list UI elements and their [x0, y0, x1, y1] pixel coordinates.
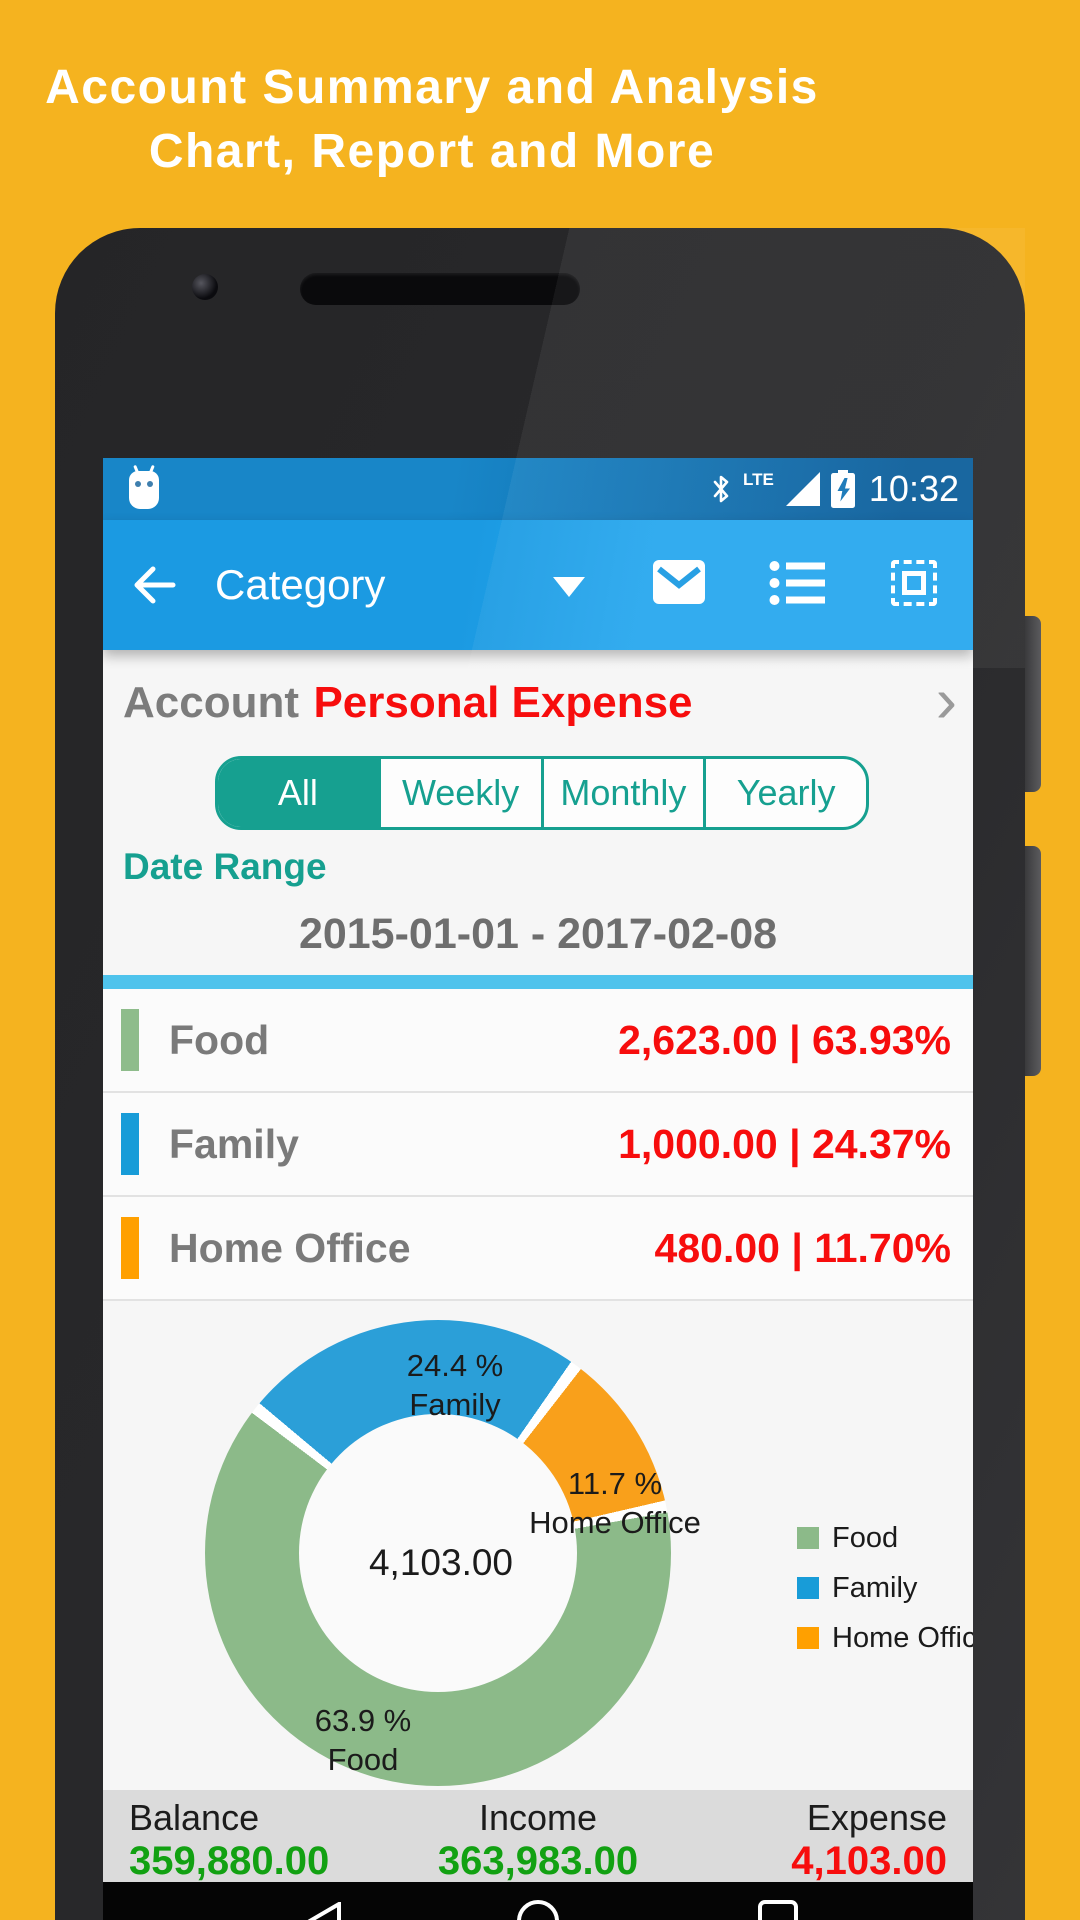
summary-balance: Balance 359,880.00 — [129, 1797, 330, 1883]
tab-all[interactable]: All — [218, 759, 378, 827]
category-name: Home Office — [169, 1225, 411, 1271]
slice-label-home-office: 11.7 % Home Office — [529, 1466, 701, 1540]
phone-frame: LTE 10:32 Category — [55, 228, 1041, 1920]
category-color-bar — [121, 1009, 139, 1071]
account-value[interactable]: Personal Expense — [313, 678, 693, 727]
account-selector-row[interactable]: Account Personal Expense › — [103, 650, 973, 755]
section-divider — [103, 975, 973, 989]
signal-icon — [785, 472, 820, 506]
battery-charging-icon — [830, 470, 855, 508]
clock-time: 10:32 — [868, 468, 959, 509]
date-range-label: Date Range — [123, 846, 327, 887]
phone-screen: LTE 10:32 Category — [103, 458, 973, 1920]
power-button — [1025, 846, 1041, 1076]
category-name: Family — [169, 1121, 299, 1167]
category-amount: 1,000.00 | 24.37% — [618, 1121, 951, 1167]
mail-icon[interactable] — [653, 560, 705, 604]
category-name: Food — [169, 1017, 270, 1063]
category-list: Food 2,623.00 | 63.93% Family 1,000.00 |… — [103, 989, 973, 1301]
category-row-family[interactable]: Family 1,000.00 | 24.37% — [103, 1093, 973, 1197]
category-row-food[interactable]: Food 2,623.00 | 63.93% — [103, 989, 973, 1093]
volume-button — [1025, 616, 1041, 792]
legend-item-home-office: Home Office — [797, 1622, 973, 1654]
status-bar: LTE 10:32 — [103, 458, 973, 520]
tab-yearly[interactable]: Yearly — [703, 759, 866, 827]
legend-item-family: Family — [797, 1572, 973, 1604]
list-icon[interactable] — [769, 560, 825, 606]
summary-income: Income 363,983.00 — [437, 1797, 639, 1883]
legend-swatch — [797, 1577, 819, 1599]
app-bar-title-dropdown[interactable]: Category — [215, 561, 386, 608]
chevron-down-icon[interactable] — [553, 577, 585, 597]
donut-hole — [299, 1414, 577, 1692]
tab-monthly[interactable]: Monthly — [540, 759, 704, 827]
category-color-bar — [121, 1113, 139, 1175]
nav-home-icon[interactable] — [516, 1899, 560, 1920]
lte-label: LTE — [743, 470, 774, 489]
select-all-icon[interactable] — [891, 560, 937, 606]
chevron-right-icon[interactable]: › — [935, 664, 957, 736]
nav-recents-icon[interactable] — [757, 1899, 799, 1920]
legend-swatch — [797, 1527, 819, 1549]
android-nav-bar — [103, 1882, 973, 1920]
hero-title-line1: Account Summary and Analysis — [45, 61, 819, 114]
front-camera — [192, 274, 218, 300]
category-amount: 2,623.00 | 63.93% — [618, 1017, 951, 1063]
category-row-home-office[interactable]: Home Office 480.00 | 11.70% — [103, 1197, 973, 1301]
summary-expense: Expense 4,103.00 — [791, 1797, 947, 1883]
slice-label-family: 24.4 % Family — [406, 1348, 504, 1422]
donut-center-total: 4,103.00 — [368, 1542, 514, 1583]
nav-back-icon[interactable] — [299, 1902, 343, 1920]
account-label: Account — [123, 678, 299, 727]
category-color-bar — [121, 1217, 139, 1279]
date-range-value[interactable]: 2015-01-01 - 2017-02-08 — [298, 910, 778, 958]
summary-bar: Balance 359,880.00 Income 363,983.00 Exp… — [103, 1790, 973, 1882]
tab-weekly[interactable]: Weekly — [377, 759, 541, 827]
earpiece-speaker — [300, 273, 580, 305]
slice-label-food: 63.9 % Food — [314, 1703, 412, 1777]
category-amount: 480.00 | 11.70% — [654, 1225, 951, 1271]
bluetooth-icon — [713, 475, 729, 503]
chart-legend: Food Family Home Office — [797, 1522, 973, 1676]
legend-swatch — [797, 1627, 819, 1649]
back-arrow-icon[interactable] — [131, 565, 177, 605]
period-tabs: All Weekly Monthly Yearly — [215, 756, 869, 830]
app-bar: Category — [103, 520, 973, 650]
android-marshmallow-icon — [129, 464, 159, 509]
hero-title-line2: Chart, Report and More — [148, 125, 716, 178]
legend-item-food: Food — [797, 1522, 973, 1554]
